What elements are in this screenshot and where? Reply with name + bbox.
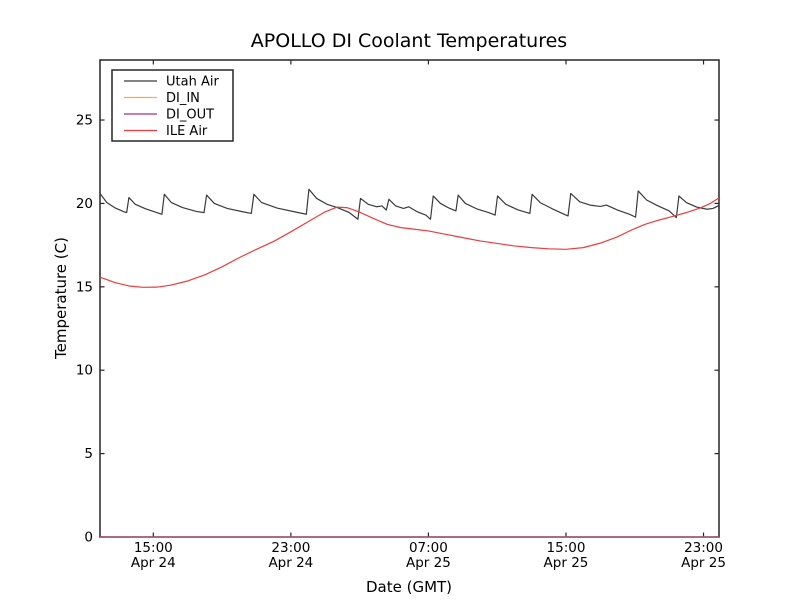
legend-label: ILE Air xyxy=(166,124,208,139)
y-tick-label: 15 xyxy=(76,279,93,295)
series-layer xyxy=(99,188,720,538)
legend-label: DI_OUT xyxy=(166,108,214,123)
legend-label: DI_IN xyxy=(166,91,200,106)
series-line-ile-air xyxy=(99,197,720,288)
y-tick-label: 0 xyxy=(84,530,93,546)
x-tick-label: 07:00 Apr 25 xyxy=(406,540,451,571)
x-tick-label: 15:00 Apr 25 xyxy=(544,540,589,571)
chart-title: APOLLO DI Coolant Temperatures xyxy=(251,30,567,52)
y-tick-label: 25 xyxy=(76,113,93,129)
x-axis-label: Date (GMT) xyxy=(366,578,452,596)
y-axis-label: Temperature (C) xyxy=(52,237,70,360)
legend-label: Utah Air xyxy=(166,75,219,90)
x-tick-label: 15:00 Apr 24 xyxy=(131,540,176,571)
y-tick-label: 10 xyxy=(76,363,93,379)
x-tick-label: 23:00 Apr 24 xyxy=(268,540,313,571)
series-line-utah-air xyxy=(99,188,720,220)
legend-box xyxy=(111,69,234,142)
plot-frame: 0 5 10 15 20 25 15:00 Apr 24 23:00 Apr 24 07:00 Apr… xyxy=(76,59,726,571)
y-tick-label: 20 xyxy=(76,196,93,212)
x-tick-label: 23:00 Apr 25 xyxy=(681,540,726,571)
y-tick-label: 5 xyxy=(84,446,93,462)
